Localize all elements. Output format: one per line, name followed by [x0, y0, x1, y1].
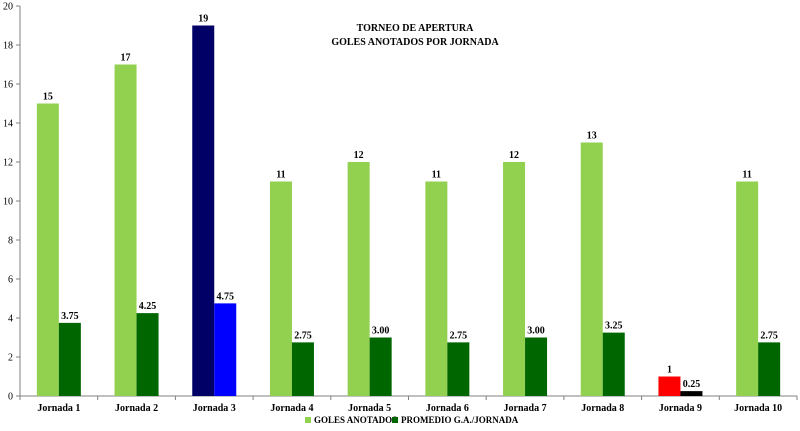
x-tick-label: Jornada 1: [37, 403, 80, 414]
x-tick-label: Jornada 2: [115, 403, 158, 414]
goals-bar: [114, 64, 137, 396]
average-data-label: 3.00: [372, 326, 390, 337]
goals-bar: [736, 181, 759, 396]
goals-data-label: 1: [667, 365, 672, 376]
legend-swatch: [392, 417, 398, 423]
average-bar: [58, 322, 81, 396]
average-bar: [447, 342, 470, 396]
y-tick-label: 0: [8, 392, 13, 403]
average-bar: [525, 337, 548, 396]
x-tick-label: Jornada 5: [348, 403, 391, 414]
average-data-label: 2.75: [450, 330, 468, 341]
legend-item-average: PROMEDIO G.A./JORNADA: [401, 415, 519, 425]
goals-bar: [192, 25, 215, 396]
legend-swatch: [305, 417, 311, 423]
chart-title: TORNEO DE APERTURA: [357, 23, 474, 34]
average-bar: [758, 342, 781, 396]
goals-data-label: 15: [43, 92, 53, 103]
goals-data-label: 17: [121, 53, 131, 64]
y-tick-label: 16: [3, 80, 13, 91]
x-tick-label: Jornada 10: [734, 403, 782, 414]
average-bar: [136, 313, 159, 396]
average-data-label: 2.75: [294, 330, 312, 341]
x-tick-label: Jornada 6: [426, 403, 469, 414]
goals-data-label: 12: [509, 150, 519, 161]
y-tick-label: 2: [8, 353, 13, 364]
chart-bars: [36, 25, 781, 396]
average-data-label: 3.25: [605, 321, 623, 332]
goals-data-label: 12: [354, 150, 364, 161]
average-bar: [214, 303, 237, 396]
x-tick-label: Jornada 9: [659, 403, 702, 414]
chart-legend: GOLES ANOTADOS PROMEDIO G.A./JORNADA: [305, 415, 519, 425]
goals-bar: [269, 181, 292, 396]
x-tick-label: Jornada 4: [270, 403, 313, 414]
y-tick-label: 6: [8, 275, 13, 286]
y-tick-label: 18: [3, 41, 13, 52]
goals-bar: [503, 162, 526, 396]
goals-data-label: 11: [432, 170, 441, 181]
y-tick-label: 14: [3, 119, 13, 130]
goals-bar: [580, 142, 603, 396]
y-tick-label: 8: [8, 236, 13, 247]
average-data-label: 3.75: [61, 311, 79, 322]
goals-data-label: 13: [587, 131, 597, 142]
goals-bar: [347, 162, 370, 396]
goals-data-label: 19: [198, 14, 208, 25]
y-tick-label: 12: [3, 158, 13, 169]
average-data-label: 2.75: [760, 330, 778, 341]
average-data-label: 4.75: [217, 291, 235, 302]
average-bar: [291, 342, 314, 396]
goals-bar: [36, 103, 59, 396]
goals-data-label: 11: [742, 170, 751, 181]
average-data-label: 0.25: [683, 379, 701, 390]
chart-axes: 0 2 4 6 8 10 12 14 16 18 20 Jornada 1 Jornada 2 Jorna…: [3, 2, 798, 414]
x-tick-label: Jornada 3: [193, 403, 236, 414]
y-tick-label: 20: [3, 2, 13, 13]
legend-item-goals: GOLES ANOTADOS: [314, 415, 397, 425]
y-tick-label: 10: [3, 197, 13, 208]
average-bar: [369, 337, 392, 396]
y-tick-label: 4: [8, 314, 13, 325]
goals-data-label: 11: [276, 170, 285, 181]
goals-bar: [658, 376, 681, 396]
average-bar: [602, 332, 625, 396]
x-tick-label: Jornada 7: [504, 403, 547, 414]
x-tick-label: Jornada 8: [581, 403, 624, 414]
chart-subtitle: GOLES ANOTADOS POR JORNADA: [331, 37, 499, 48]
goals-bar: [425, 181, 448, 396]
average-data-label: 3.00: [527, 326, 545, 337]
average-data-label: 4.25: [139, 301, 157, 312]
average-bar: [680, 391, 703, 396]
